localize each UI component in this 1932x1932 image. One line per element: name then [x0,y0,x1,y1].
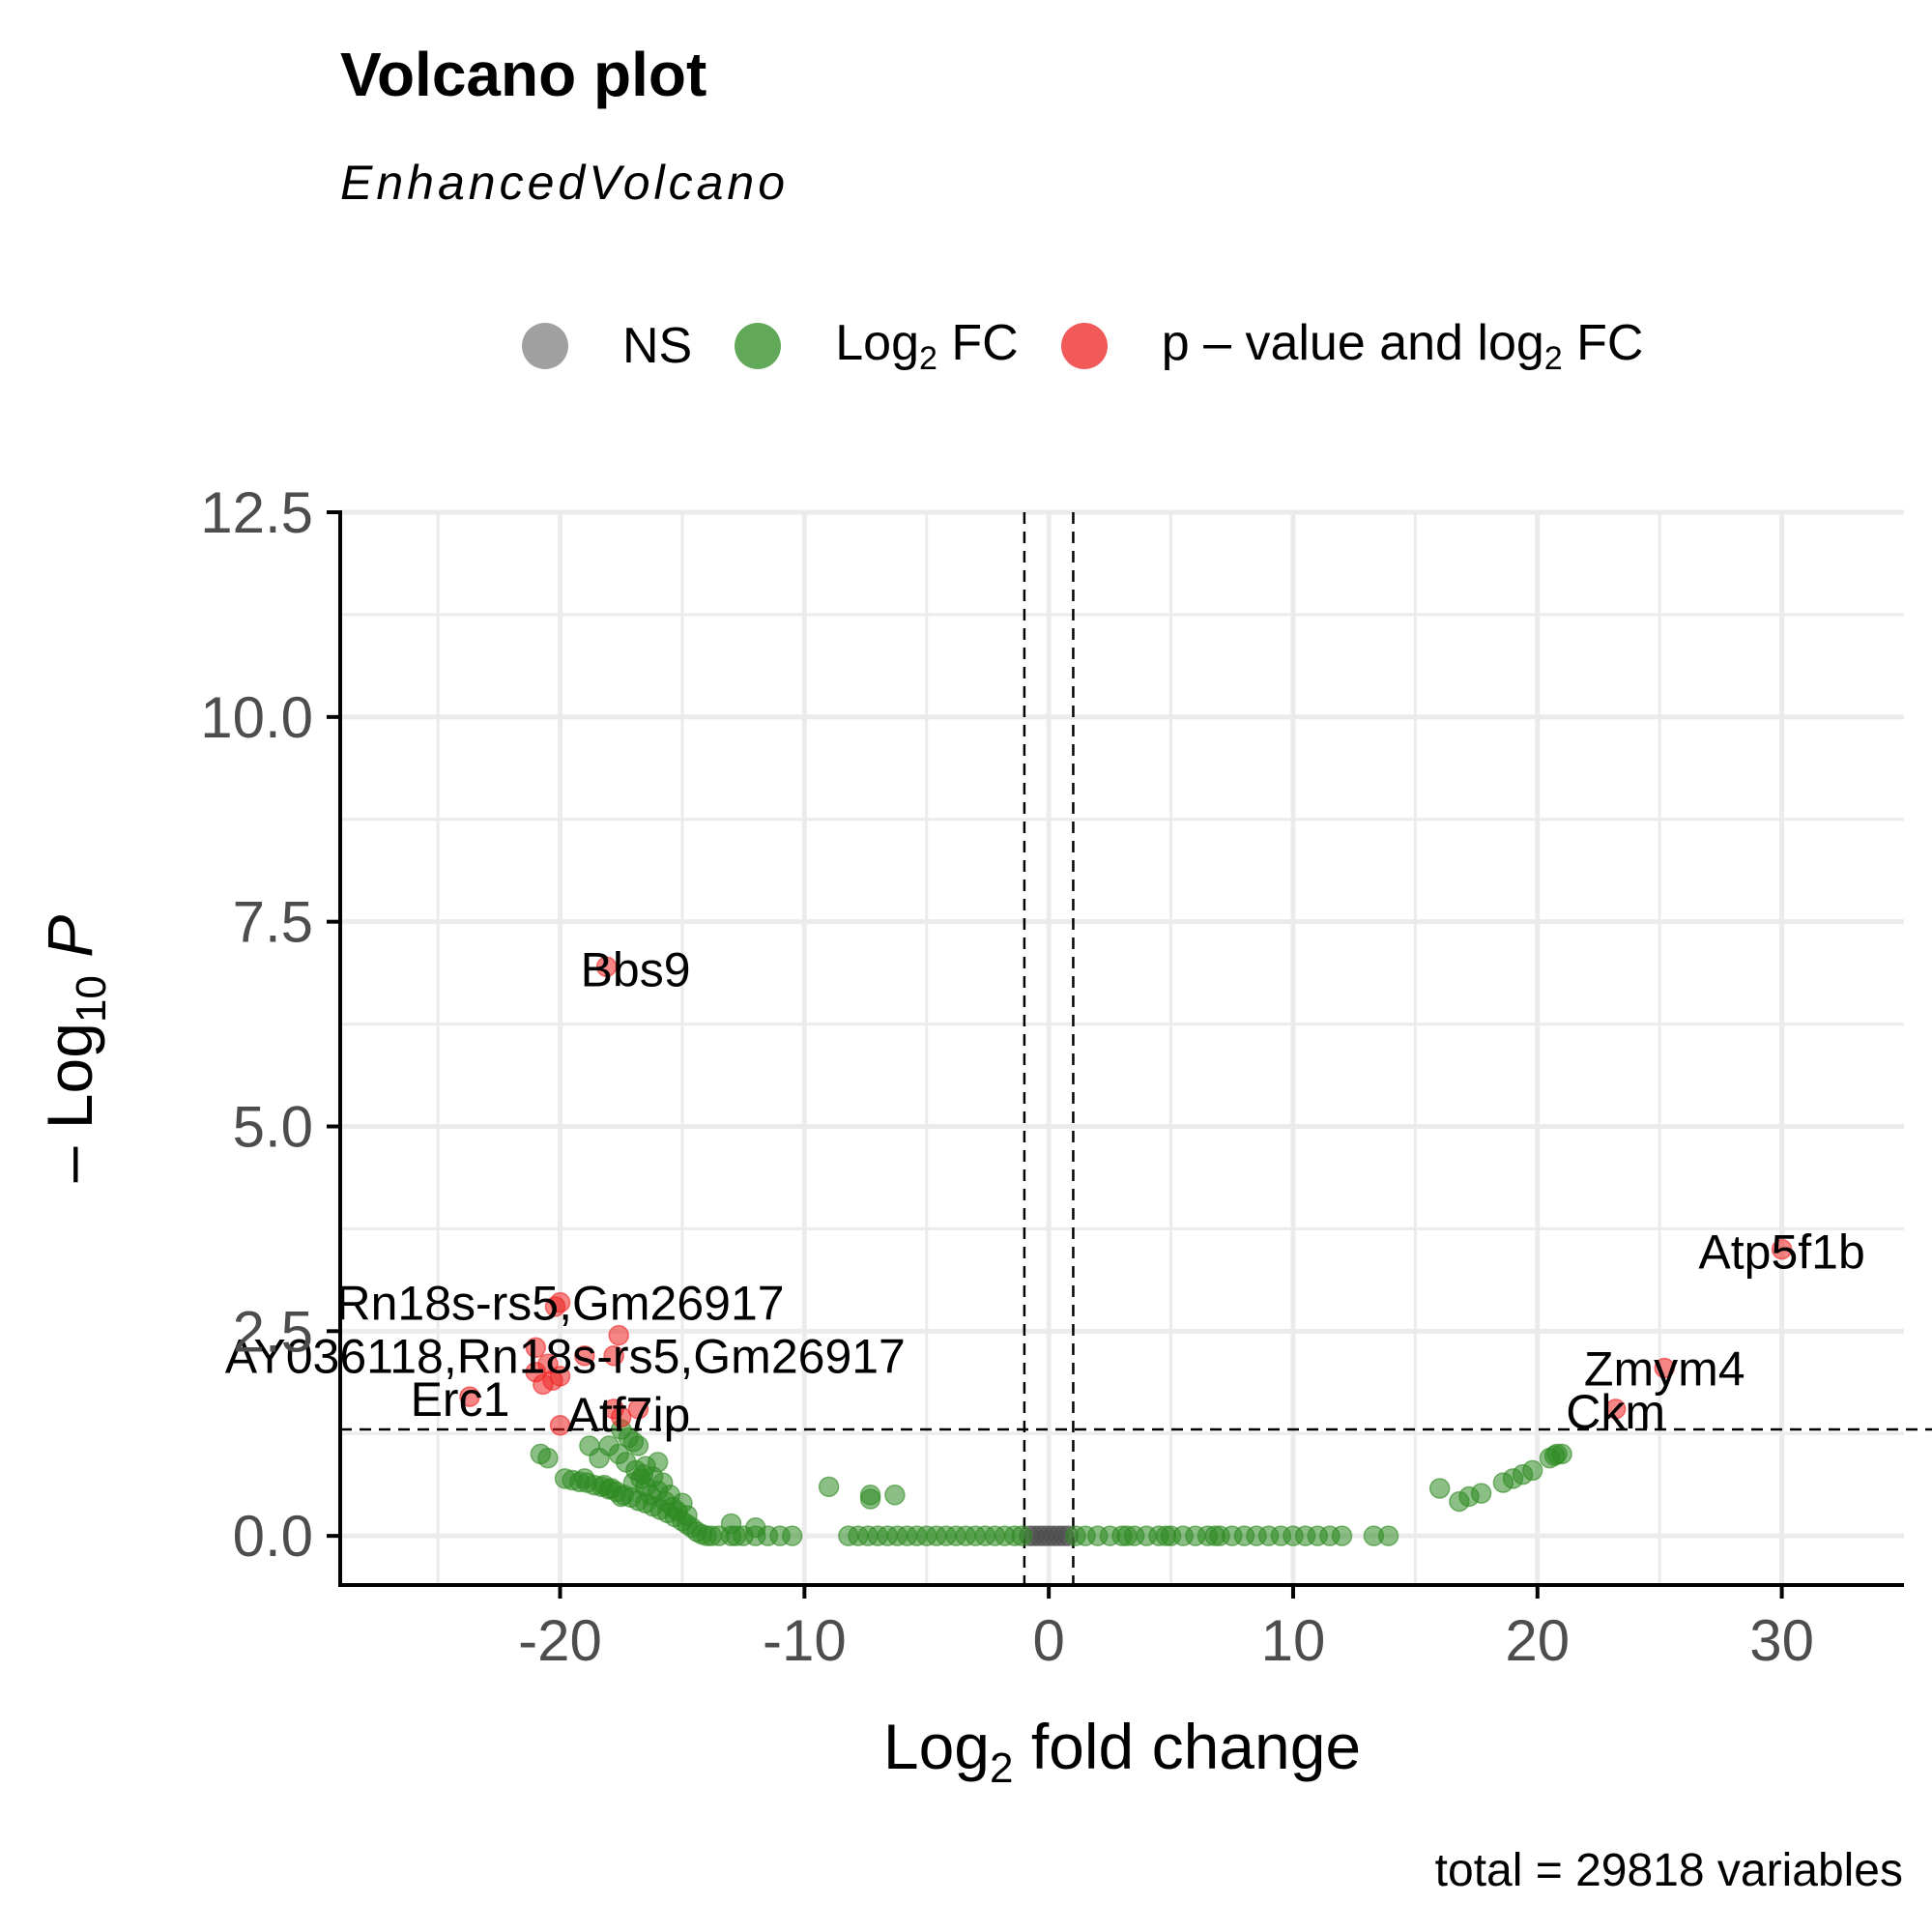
x-tick-label: -10 [763,1608,847,1673]
point-pfc [1604,1399,1627,1420]
legend-key-pvalue-and-log2fc [1060,323,1108,369]
point-fc [647,1452,669,1473]
x-tick-label: 30 [1749,1608,1814,1673]
point-pfc [544,1296,566,1317]
point-fc [610,1485,632,1508]
point-pfc [525,1337,546,1359]
chart-title: Volcano plot [340,40,707,109]
x-tick-label: -20 [518,1608,602,1673]
threshold-lines [340,512,1932,1585]
point-label: Zmym4 [1584,1341,1745,1396]
y-tick-label: 2.5 [233,1299,313,1364]
x-axis-title: Log2 fold change [883,1711,1361,1792]
point-fc [589,1447,610,1469]
point-fc [818,1476,840,1498]
point-pfc [603,1344,624,1367]
point-fc [720,1513,742,1535]
point-pfc [610,1406,632,1428]
point-fc [1543,1445,1566,1466]
point-fc [1116,1525,1138,1546]
y-tick-label: 7.5 [233,890,313,955]
point-pfc [549,1415,571,1436]
point-fc [627,1435,649,1456]
x-tick-label: 20 [1505,1608,1570,1673]
point-pfc [1654,1357,1675,1379]
axes: -20 -10 0 10 20 30 0.0 2.5 5.0 7.5 10.0 12.5 [200,480,1904,1673]
y-tick-label: 0.0 [233,1504,313,1569]
point-pfc [574,1344,595,1367]
point-pfc [533,1373,554,1396]
point-fc [1428,1478,1451,1499]
point-fc [1377,1525,1399,1546]
point-fc [781,1525,803,1546]
y-tick-label: 5.0 [233,1094,313,1159]
point-fc [745,1516,766,1539]
point-labels: Bbs9 Rn18s-rs5,Gm26917AY036118,Rn18s-rs5,… [225,942,1865,1442]
chart-subtitle: EnhancedVolcano [340,156,790,210]
point-label: Erc1 [411,1372,510,1427]
x-tick-label: 10 [1261,1608,1326,1673]
point-fc [1521,1459,1543,1482]
y-tick-label: 12.5 [200,480,313,545]
legend-item-ns: NS [522,317,692,375]
point-label: Atp5f1b [1698,1226,1864,1280]
point-pfc [1771,1238,1793,1260]
point-pfc [608,1324,629,1346]
point-fc [616,1452,637,1473]
point-fc [1470,1483,1492,1504]
point-fc [1155,1525,1177,1546]
legend-label-log2fc: Log2 FC [835,315,1019,377]
point-label: AY036118,Rn18s-rs5,Gm26917 [225,1330,906,1384]
point-fc [677,1505,698,1526]
point-label: Rn18s-rs5,Gm26917 [335,1277,784,1331]
point-fc [574,1468,595,1489]
legend: NS Log2 FC p – value and log2 FC [522,307,1686,385]
legend-item-pvalue-and-log2fc: p – value and log2 FC [1060,314,1644,378]
chart-caption: total = 29818 variables [1434,1845,1903,1896]
point-fc [1204,1525,1226,1546]
legend-key-log2fc [735,323,782,369]
point-pfc [595,956,618,978]
point-fc [701,1525,723,1546]
point-fc [537,1447,559,1469]
point-fc [1011,1525,1033,1546]
data-points [459,956,1793,1546]
legend-key-ns [522,323,568,369]
point-fc [884,1485,906,1506]
legend-item-log2fc: Log2 FC [735,314,1019,378]
point-label: Bbs9 [581,942,691,996]
y-tick-label: 10.0 [200,685,313,750]
point-fc [1331,1525,1353,1546]
y-axis-title: – Log10 P [34,915,115,1182]
point-label: Atf7ip [567,1388,691,1442]
legend-label-ns: NS [622,318,693,374]
point-label: Ckm [1566,1385,1665,1439]
legend-label-pvalue-and-log2fc: p – value and log2 FC [1161,315,1644,377]
x-tick-label: 0 [1032,1608,1064,1673]
point-fc [859,1488,881,1510]
point-pfc [627,1399,649,1420]
point-pfc [459,1386,480,1407]
